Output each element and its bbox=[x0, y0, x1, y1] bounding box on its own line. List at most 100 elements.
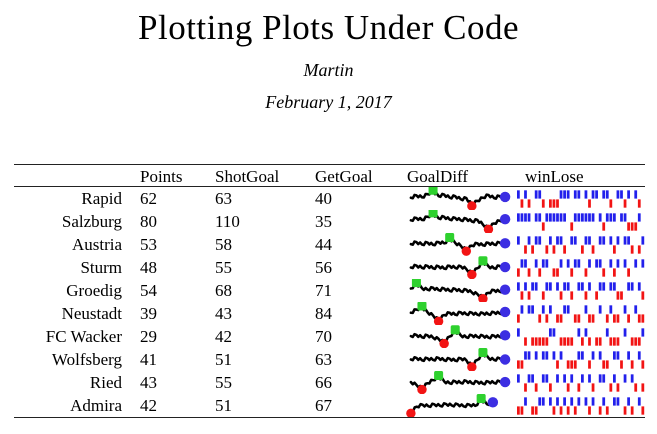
win-bar bbox=[573, 212, 577, 222]
win-bar bbox=[609, 281, 613, 291]
loss-bar bbox=[613, 336, 616, 346]
winlose-cell bbox=[511, 373, 645, 393]
win-bar bbox=[552, 350, 556, 360]
win-bar bbox=[609, 212, 613, 222]
loss-bar bbox=[566, 336, 570, 346]
loss-bar bbox=[627, 267, 630, 277]
max-marker bbox=[417, 302, 427, 311]
win-bar bbox=[641, 235, 645, 245]
team-name: Ried bbox=[89, 373, 122, 392]
points-value: 39 bbox=[140, 304, 157, 323]
win-bar bbox=[637, 212, 641, 222]
goaldiff-cell bbox=[399, 348, 511, 371]
loss-bar bbox=[520, 290, 524, 300]
loss-bar bbox=[545, 244, 549, 254]
getgoal-value: 35 bbox=[315, 212, 332, 231]
win-bar bbox=[627, 281, 630, 291]
winlose-chart bbox=[517, 212, 641, 231]
win-bar bbox=[577, 258, 581, 268]
win-bar bbox=[517, 189, 520, 199]
win-bar bbox=[627, 189, 630, 199]
win-bar bbox=[563, 189, 566, 199]
win-bar bbox=[556, 235, 559, 245]
win-bar bbox=[588, 258, 591, 268]
loss-bar bbox=[517, 405, 520, 415]
win-bar bbox=[563, 304, 566, 314]
loss-bar bbox=[552, 405, 556, 415]
shotgoal-value: 51 bbox=[215, 396, 232, 415]
win-bar bbox=[623, 304, 627, 314]
loss-bar bbox=[559, 290, 563, 300]
loss-bar bbox=[517, 267, 520, 277]
win-bar bbox=[588, 281, 591, 291]
loss-bar bbox=[581, 336, 584, 346]
goaldiff-cell bbox=[399, 233, 511, 256]
max-marker bbox=[476, 394, 486, 403]
last-marker bbox=[499, 191, 511, 203]
loss-bar bbox=[570, 221, 574, 231]
loss-bar bbox=[627, 221, 630, 231]
getgoal-value: 44 bbox=[315, 235, 332, 254]
win-bar bbox=[613, 281, 616, 291]
win-bar bbox=[541, 258, 545, 268]
win-bar bbox=[534, 189, 538, 199]
winlose-cell bbox=[511, 189, 645, 209]
loss-bar bbox=[545, 336, 549, 346]
bottom-rule bbox=[14, 417, 645, 418]
winlose-cell bbox=[511, 304, 645, 324]
loss-bar bbox=[637, 244, 641, 254]
min-marker bbox=[417, 384, 427, 394]
winlose-chart bbox=[517, 281, 645, 300]
loss-bar bbox=[634, 336, 638, 346]
loss-bar bbox=[616, 313, 620, 323]
loss-bar bbox=[559, 313, 563, 323]
win-bar bbox=[588, 212, 591, 222]
win-bar bbox=[541, 373, 545, 383]
goaldiff-cell bbox=[399, 210, 511, 233]
win-bar bbox=[598, 235, 602, 245]
team-name: Groedig bbox=[66, 281, 122, 300]
win-bar bbox=[524, 350, 527, 360]
loss-bar bbox=[531, 336, 534, 346]
winlose-cell bbox=[511, 396, 645, 416]
page-title: Plotting Plots Under Code bbox=[138, 8, 519, 47]
win-bar bbox=[524, 189, 527, 199]
win-bar bbox=[517, 373, 520, 383]
loss-bar bbox=[627, 313, 630, 323]
win-bar bbox=[524, 281, 527, 291]
max-marker bbox=[428, 187, 438, 195]
win-bar bbox=[602, 396, 606, 406]
goaldiff-sparkline bbox=[409, 371, 511, 394]
shotgoal-value: 55 bbox=[215, 373, 232, 392]
getgoal-value: 63 bbox=[315, 350, 332, 369]
loss-bar bbox=[598, 336, 602, 346]
win-bar bbox=[591, 189, 595, 199]
win-bar bbox=[602, 189, 606, 199]
win-bar bbox=[556, 212, 559, 222]
win-bar bbox=[570, 373, 574, 383]
win-bar bbox=[527, 212, 531, 222]
win-bar bbox=[630, 281, 634, 291]
loss-bar bbox=[595, 336, 598, 346]
win-bar bbox=[634, 304, 638, 314]
win-bar bbox=[559, 189, 563, 199]
win-bar bbox=[602, 281, 606, 291]
win-bar bbox=[634, 258, 638, 268]
win-bar bbox=[527, 350, 531, 360]
loss-bar bbox=[541, 221, 545, 231]
win-bar bbox=[598, 212, 602, 222]
getgoal-value: 71 bbox=[315, 281, 332, 300]
goaldiff-sparkline bbox=[406, 394, 499, 417]
loss-bar bbox=[556, 198, 559, 208]
win-bar bbox=[605, 189, 609, 199]
loss-bar bbox=[552, 267, 556, 277]
loss-bar bbox=[566, 405, 570, 415]
win-bar bbox=[595, 189, 598, 199]
win-bar bbox=[602, 373, 606, 383]
winlose-cell bbox=[511, 281, 645, 301]
win-bar bbox=[517, 327, 520, 337]
sparkline-path bbox=[409, 237, 507, 252]
win-bar bbox=[559, 235, 563, 245]
win-bar bbox=[577, 189, 581, 199]
table-row: Salzburg 80 110 35 bbox=[14, 210, 645, 233]
